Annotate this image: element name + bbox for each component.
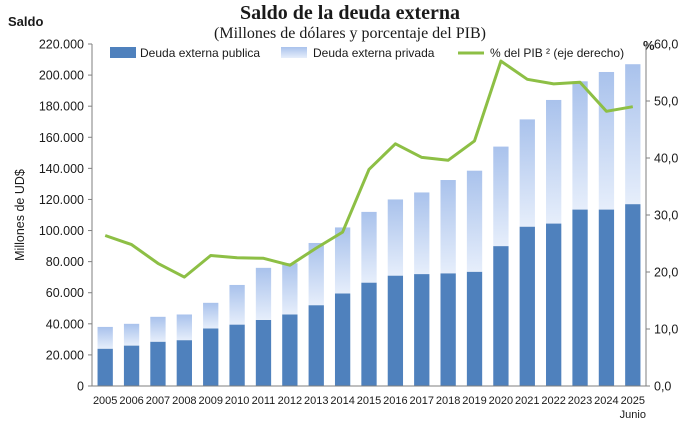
legend-swatch-public bbox=[110, 47, 136, 58]
right-tick-label: 60,0 bbox=[654, 38, 678, 52]
bar-public-2018 bbox=[440, 273, 456, 386]
chart-title: Saldo de la deuda externa bbox=[240, 2, 460, 24]
bar-public-2016 bbox=[387, 275, 404, 386]
x-tick-label: 2018 bbox=[436, 395, 460, 407]
left-tick-label: 160.000 bbox=[39, 131, 84, 145]
left-axis-corner-label: Saldo bbox=[8, 14, 43, 29]
left-tick-label: 60.000 bbox=[46, 286, 84, 300]
chart-subtitle: (Millones de dólares y porcentaje del PI… bbox=[214, 25, 486, 42]
bar-private-2007 bbox=[150, 316, 166, 342]
left-tick-label: 80.000 bbox=[46, 255, 84, 269]
bar-private-2018 bbox=[440, 180, 456, 274]
bar-public-2008 bbox=[176, 340, 192, 386]
x-tick-label: 2008 bbox=[172, 395, 196, 407]
bar-private-2017 bbox=[414, 192, 430, 275]
bar-private-2005 bbox=[97, 326, 113, 349]
x-tick-label: 2022 bbox=[541, 395, 565, 407]
bar-private-2014 bbox=[334, 227, 351, 294]
x-tick-label: 2005 bbox=[93, 395, 117, 407]
bar-public-2006 bbox=[123, 345, 140, 386]
bar-public-2020 bbox=[493, 246, 509, 386]
left-tick-label: 200.000 bbox=[39, 69, 84, 83]
bar-private-2008 bbox=[176, 314, 192, 341]
x-tick-label: 2016 bbox=[383, 395, 407, 407]
bar-public-2009 bbox=[203, 328, 219, 386]
bar-private-2022 bbox=[546, 99, 562, 224]
left-tick-label: 180.000 bbox=[39, 100, 84, 114]
left-tick-label: 20.000 bbox=[46, 348, 84, 362]
left-tick-label: 40.000 bbox=[46, 317, 84, 331]
bar-private-2006 bbox=[123, 323, 140, 346]
right-tick-label: 50,0 bbox=[654, 95, 678, 109]
right-tick-label: 30,0 bbox=[654, 209, 678, 223]
bar-public-2017 bbox=[414, 274, 430, 386]
x-tick-sublabel: Junio bbox=[620, 409, 646, 421]
x-tick-label: 2007 bbox=[146, 395, 170, 407]
x-tick-label: 2021 bbox=[515, 395, 539, 407]
bar-private-2010 bbox=[229, 284, 245, 325]
bar-public-2005 bbox=[97, 348, 113, 386]
x-tick-label: 2010 bbox=[225, 395, 249, 407]
bar-public-2014 bbox=[334, 293, 351, 386]
bar-private-2025 bbox=[625, 64, 641, 205]
left-tick-label: 220.000 bbox=[39, 38, 84, 52]
left-tick-label: 0 bbox=[77, 380, 84, 394]
legend-label-private: Deuda externa privada bbox=[313, 46, 435, 60]
left-tick-label: 140.000 bbox=[39, 162, 84, 176]
x-tick-label: 2020 bbox=[489, 395, 513, 407]
bar-public-2021 bbox=[519, 226, 535, 386]
axes-group: 0 20.000 40.000 60.000 80.000 100.000 120.000 1… bbox=[39, 38, 679, 422]
bar-private-2009 bbox=[203, 302, 219, 329]
bar-public-2019 bbox=[466, 271, 483, 386]
bar-private-2021 bbox=[519, 119, 535, 227]
x-tick-label: 2013 bbox=[304, 395, 328, 407]
bar-private-2015 bbox=[361, 211, 377, 283]
x-tick-label: 2024 bbox=[594, 395, 618, 407]
legend: Deuda externa publica Deuda externa priva… bbox=[110, 46, 624, 60]
bar-private-2016 bbox=[387, 199, 404, 276]
bars-group bbox=[97, 64, 641, 386]
bar-public-2013 bbox=[308, 305, 324, 386]
bar-public-2023 bbox=[572, 209, 588, 386]
x-tick-label: 2025 bbox=[621, 395, 645, 407]
right-tick-label: 20,0 bbox=[654, 266, 678, 280]
left-tick-label: 100.000 bbox=[39, 224, 84, 238]
right-tick-label: 10,0 bbox=[654, 323, 678, 337]
x-tick-label: 2015 bbox=[357, 395, 381, 407]
bar-private-2024 bbox=[598, 71, 615, 210]
bar-public-2007 bbox=[150, 341, 166, 386]
bar-private-2019 bbox=[466, 170, 483, 272]
x-tick-label: 2009 bbox=[198, 395, 222, 407]
bar-private-2013 bbox=[308, 242, 324, 306]
left-tick-label: 120.000 bbox=[39, 193, 84, 207]
bar-private-2012 bbox=[282, 263, 298, 315]
bar-public-2011 bbox=[255, 319, 272, 386]
x-tick-label: 2006 bbox=[119, 395, 143, 407]
bar-public-2024 bbox=[598, 209, 615, 386]
x-tick-label: 2017 bbox=[410, 395, 434, 407]
bar-private-2011 bbox=[255, 267, 272, 320]
bar-public-2025 bbox=[625, 204, 641, 386]
line-group bbox=[104, 59, 634, 279]
bar-public-2012 bbox=[282, 314, 298, 386]
y-axis-label: Millones de UD$ bbox=[13, 169, 27, 261]
legend-label-public: Deuda externa publica bbox=[140, 46, 260, 60]
bar-private-2020 bbox=[493, 146, 509, 247]
legend-swatch-private bbox=[281, 47, 307, 58]
right-tick-label: 40,0 bbox=[654, 152, 678, 166]
x-tick-label: 2012 bbox=[278, 395, 302, 407]
bar-public-2022 bbox=[546, 223, 562, 386]
legend-label-pct: % del PIB ² (eje derecho) bbox=[490, 46, 624, 60]
right-tick-label: 0,0 bbox=[654, 380, 671, 394]
bar-private-2023 bbox=[572, 81, 588, 210]
x-tick-label: 2023 bbox=[568, 395, 592, 407]
bar-public-2010 bbox=[229, 324, 245, 386]
bar-public-2015 bbox=[361, 282, 377, 386]
x-tick-label: 2014 bbox=[330, 395, 354, 407]
x-tick-label: 2019 bbox=[462, 395, 486, 407]
x-tick-label: 2011 bbox=[252, 395, 276, 407]
